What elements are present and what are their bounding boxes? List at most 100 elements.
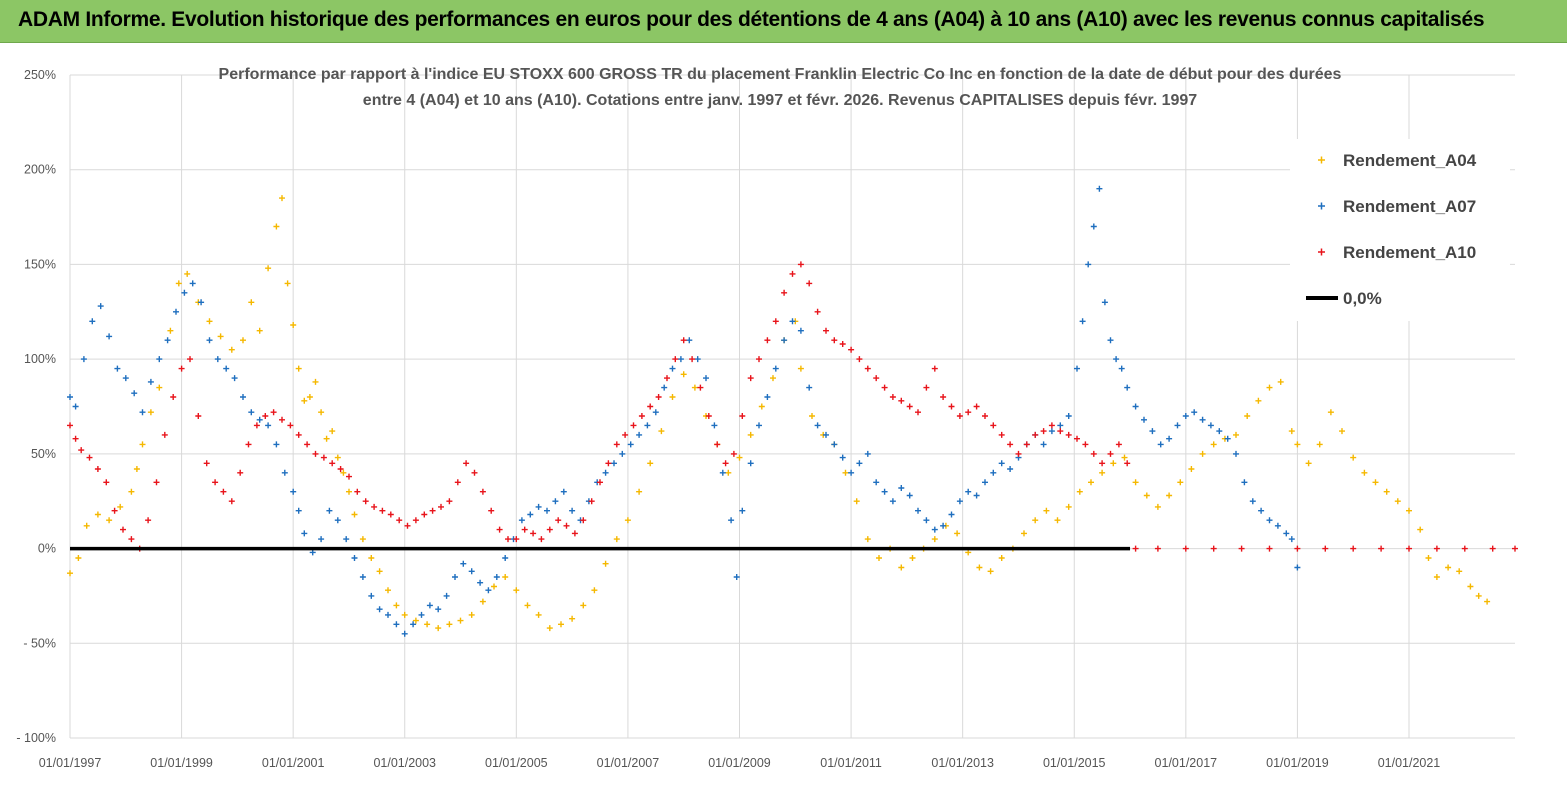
- data-point: [120, 526, 126, 533]
- data-point: [379, 507, 386, 514]
- data-point: [597, 479, 603, 486]
- data-point: [973, 492, 980, 499]
- data-point: [909, 555, 916, 561]
- data-point: [1032, 431, 1039, 438]
- data-point: [1143, 492, 1150, 499]
- data-point: [295, 365, 302, 372]
- data-point: [923, 384, 930, 391]
- x-tick-label: 01/01/2003: [373, 756, 436, 770]
- data-point: [145, 517, 152, 524]
- data-point: [1406, 545, 1412, 552]
- data-point: [265, 265, 272, 272]
- data-point: [306, 394, 313, 400]
- data-point: [1132, 403, 1139, 410]
- data-point: [1054, 517, 1061, 524]
- data-point: [117, 503, 124, 510]
- data-point: [605, 460, 612, 467]
- data-point: [569, 615, 576, 622]
- data-point: [1249, 498, 1256, 505]
- data-point: [931, 526, 938, 533]
- data-point: [689, 356, 696, 363]
- data-point: [1048, 422, 1055, 429]
- data-point: [691, 384, 698, 391]
- data-point: [973, 403, 980, 410]
- data-point: [521, 526, 528, 533]
- data-point: [965, 549, 972, 556]
- data-point: [424, 621, 431, 628]
- data-point: [940, 394, 947, 400]
- data-point: [772, 365, 779, 372]
- data-point: [505, 536, 511, 543]
- data-point: [67, 570, 73, 577]
- data-point: [312, 378, 319, 385]
- data-point: [747, 375, 754, 382]
- data-point: [312, 450, 319, 457]
- x-tick-label: 01/01/2017: [1155, 756, 1218, 770]
- data-point: [1057, 428, 1064, 435]
- data-point: [438, 503, 444, 510]
- x-tick-label: 01/01/1999: [150, 756, 213, 770]
- data-point: [477, 579, 484, 586]
- data-point: [329, 428, 336, 435]
- data-point: [1445, 564, 1452, 571]
- y-tick-label: 200%: [24, 163, 56, 177]
- data-point: [502, 574, 509, 580]
- data-point: [1350, 545, 1357, 552]
- y-tick-label: 150%: [24, 257, 56, 271]
- data-point: [114, 365, 121, 372]
- data-point: [212, 479, 219, 486]
- data-point: [187, 356, 193, 363]
- data-point: [1079, 318, 1086, 325]
- data-point: [1154, 545, 1161, 552]
- data-point: [1433, 574, 1440, 580]
- data-point: [1210, 545, 1217, 552]
- data-point: [1057, 422, 1064, 429]
- data-point: [906, 492, 913, 499]
- data-point: [412, 517, 419, 524]
- data-point: [393, 621, 400, 628]
- data-point: [418, 611, 425, 618]
- data-point: [571, 530, 578, 537]
- data-point: [167, 327, 174, 334]
- y-tick-label: - 100%: [16, 731, 56, 745]
- data-point: [178, 365, 185, 372]
- data-point: [468, 611, 475, 618]
- data-point: [253, 422, 260, 429]
- data-point: [630, 422, 637, 429]
- data-point: [164, 337, 171, 344]
- data-point: [198, 299, 205, 306]
- data-point: [558, 621, 564, 628]
- data-point: [404, 522, 411, 529]
- data-point: [722, 460, 729, 467]
- data-point: [147, 378, 154, 385]
- data-point: [739, 507, 746, 514]
- data-point: [1099, 460, 1106, 467]
- data-point: [376, 606, 383, 613]
- data-point: [889, 498, 896, 505]
- legend-box: [1290, 139, 1510, 321]
- data-point: [1475, 592, 1482, 599]
- data-point: [839, 341, 846, 347]
- data-point: [864, 450, 871, 457]
- data-point: [1174, 422, 1181, 429]
- data-point: [248, 409, 255, 416]
- data-point: [94, 466, 101, 472]
- data-point: [67, 394, 73, 400]
- y-tick-label: - 50%: [23, 636, 56, 650]
- data-point: [1040, 428, 1047, 435]
- y-tick-label: 250%: [24, 68, 56, 82]
- data-point: [697, 384, 704, 391]
- data-point: [446, 621, 453, 628]
- data-point: [295, 431, 302, 438]
- data-point: [611, 460, 617, 467]
- data-point: [479, 598, 486, 605]
- data-point: [898, 564, 905, 571]
- data-point: [284, 280, 291, 287]
- series-rendement-a04: [67, 195, 1491, 632]
- data-point: [1378, 545, 1385, 552]
- data-point: [72, 403, 79, 410]
- data-point: [680, 337, 687, 344]
- data-point: [976, 564, 983, 571]
- data-point: [931, 536, 938, 543]
- data-point: [864, 365, 871, 372]
